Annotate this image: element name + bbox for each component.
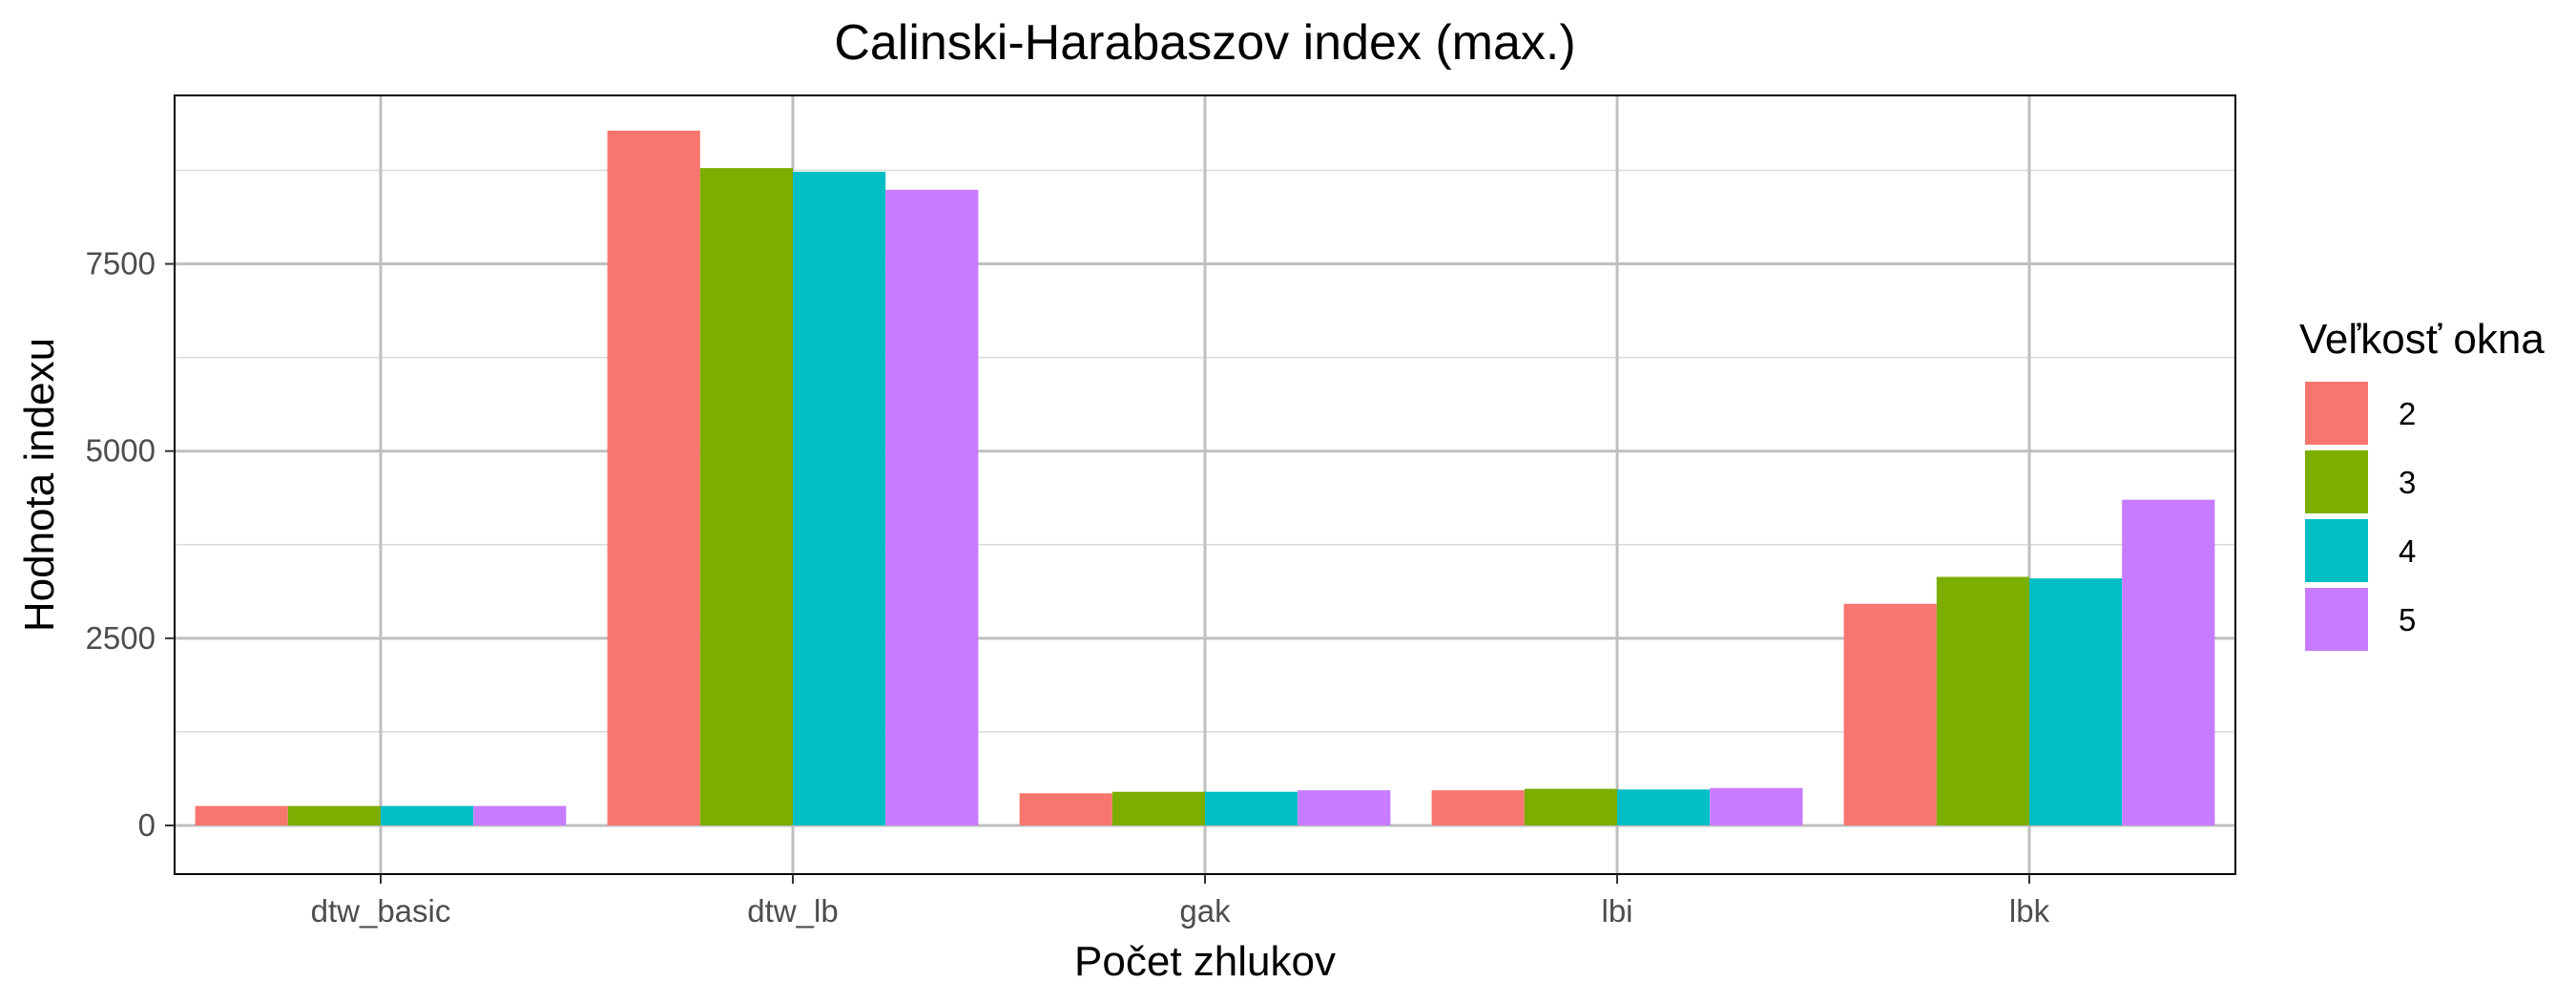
bar-lbk-5 <box>2122 499 2215 825</box>
x-tick-label: gak <box>1179 893 1231 929</box>
y-tick-label: 2500 <box>86 620 156 656</box>
x-tick-label: dtw_lb <box>747 893 838 929</box>
x-axis-title: Počet zhlukov <box>1074 938 1336 985</box>
bar-dtw_basic-2 <box>195 805 288 825</box>
legend-label: 2 <box>2399 396 2416 431</box>
bar-lbk-4 <box>2029 578 2123 825</box>
bar-lbi-3 <box>1524 788 1617 825</box>
y-tick-label: 5000 <box>86 433 156 469</box>
x-tick-label: dtw_basic <box>311 893 451 929</box>
legend-label: 3 <box>2399 465 2416 500</box>
bar-gak-2 <box>1019 793 1112 825</box>
x-tick-label: lbi <box>1601 893 1632 929</box>
bar-lbk-3 <box>1936 576 2029 825</box>
x-tick-label: lbk <box>2009 893 2050 929</box>
legend-key-4 <box>2305 519 2368 582</box>
bar-dtw_lb-4 <box>793 172 886 825</box>
bar-gak-5 <box>1298 790 1391 825</box>
bar-dtw_lb-3 <box>699 168 793 826</box>
bar-gak-4 <box>1205 791 1298 825</box>
bars <box>195 130 2215 826</box>
bar-lbi-5 <box>1710 787 1803 825</box>
bar-dtw_basic-5 <box>473 805 567 825</box>
bar-dtw_lb-2 <box>607 130 700 825</box>
legend-key-2 <box>2305 382 2368 445</box>
y-tick-label: 0 <box>138 807 156 843</box>
bar-gak-3 <box>1111 791 1205 825</box>
bar-lbk-2 <box>1843 603 1937 825</box>
bar-dtw_lb-5 <box>885 189 979 825</box>
legend-label: 4 <box>2399 533 2416 569</box>
y-axis: 0 2500 5000 7500 <box>86 246 175 843</box>
bar-lbi-2 <box>1431 790 1525 825</box>
legend-key-3 <box>2305 450 2368 513</box>
chart-title: Calinski-Harabaszov index (max.) <box>834 15 1575 71</box>
legend-label: 5 <box>2399 602 2416 637</box>
legend-title: Veľkosť okna <box>2299 316 2545 363</box>
legend-key-5 <box>2305 588 2368 651</box>
y-axis-title: Hodnota indexu <box>16 338 63 632</box>
y-tick-label: 7500 <box>86 246 156 282</box>
bar-lbi-4 <box>1617 789 1711 825</box>
legend: Veľkosť okna 2 3 4 5 <box>2299 316 2545 651</box>
bar-dtw_basic-3 <box>287 805 381 825</box>
x-axis: dtw_basic dtw_lb gak lbi lbk <box>311 874 2050 929</box>
bar-dtw_basic-4 <box>381 805 474 825</box>
